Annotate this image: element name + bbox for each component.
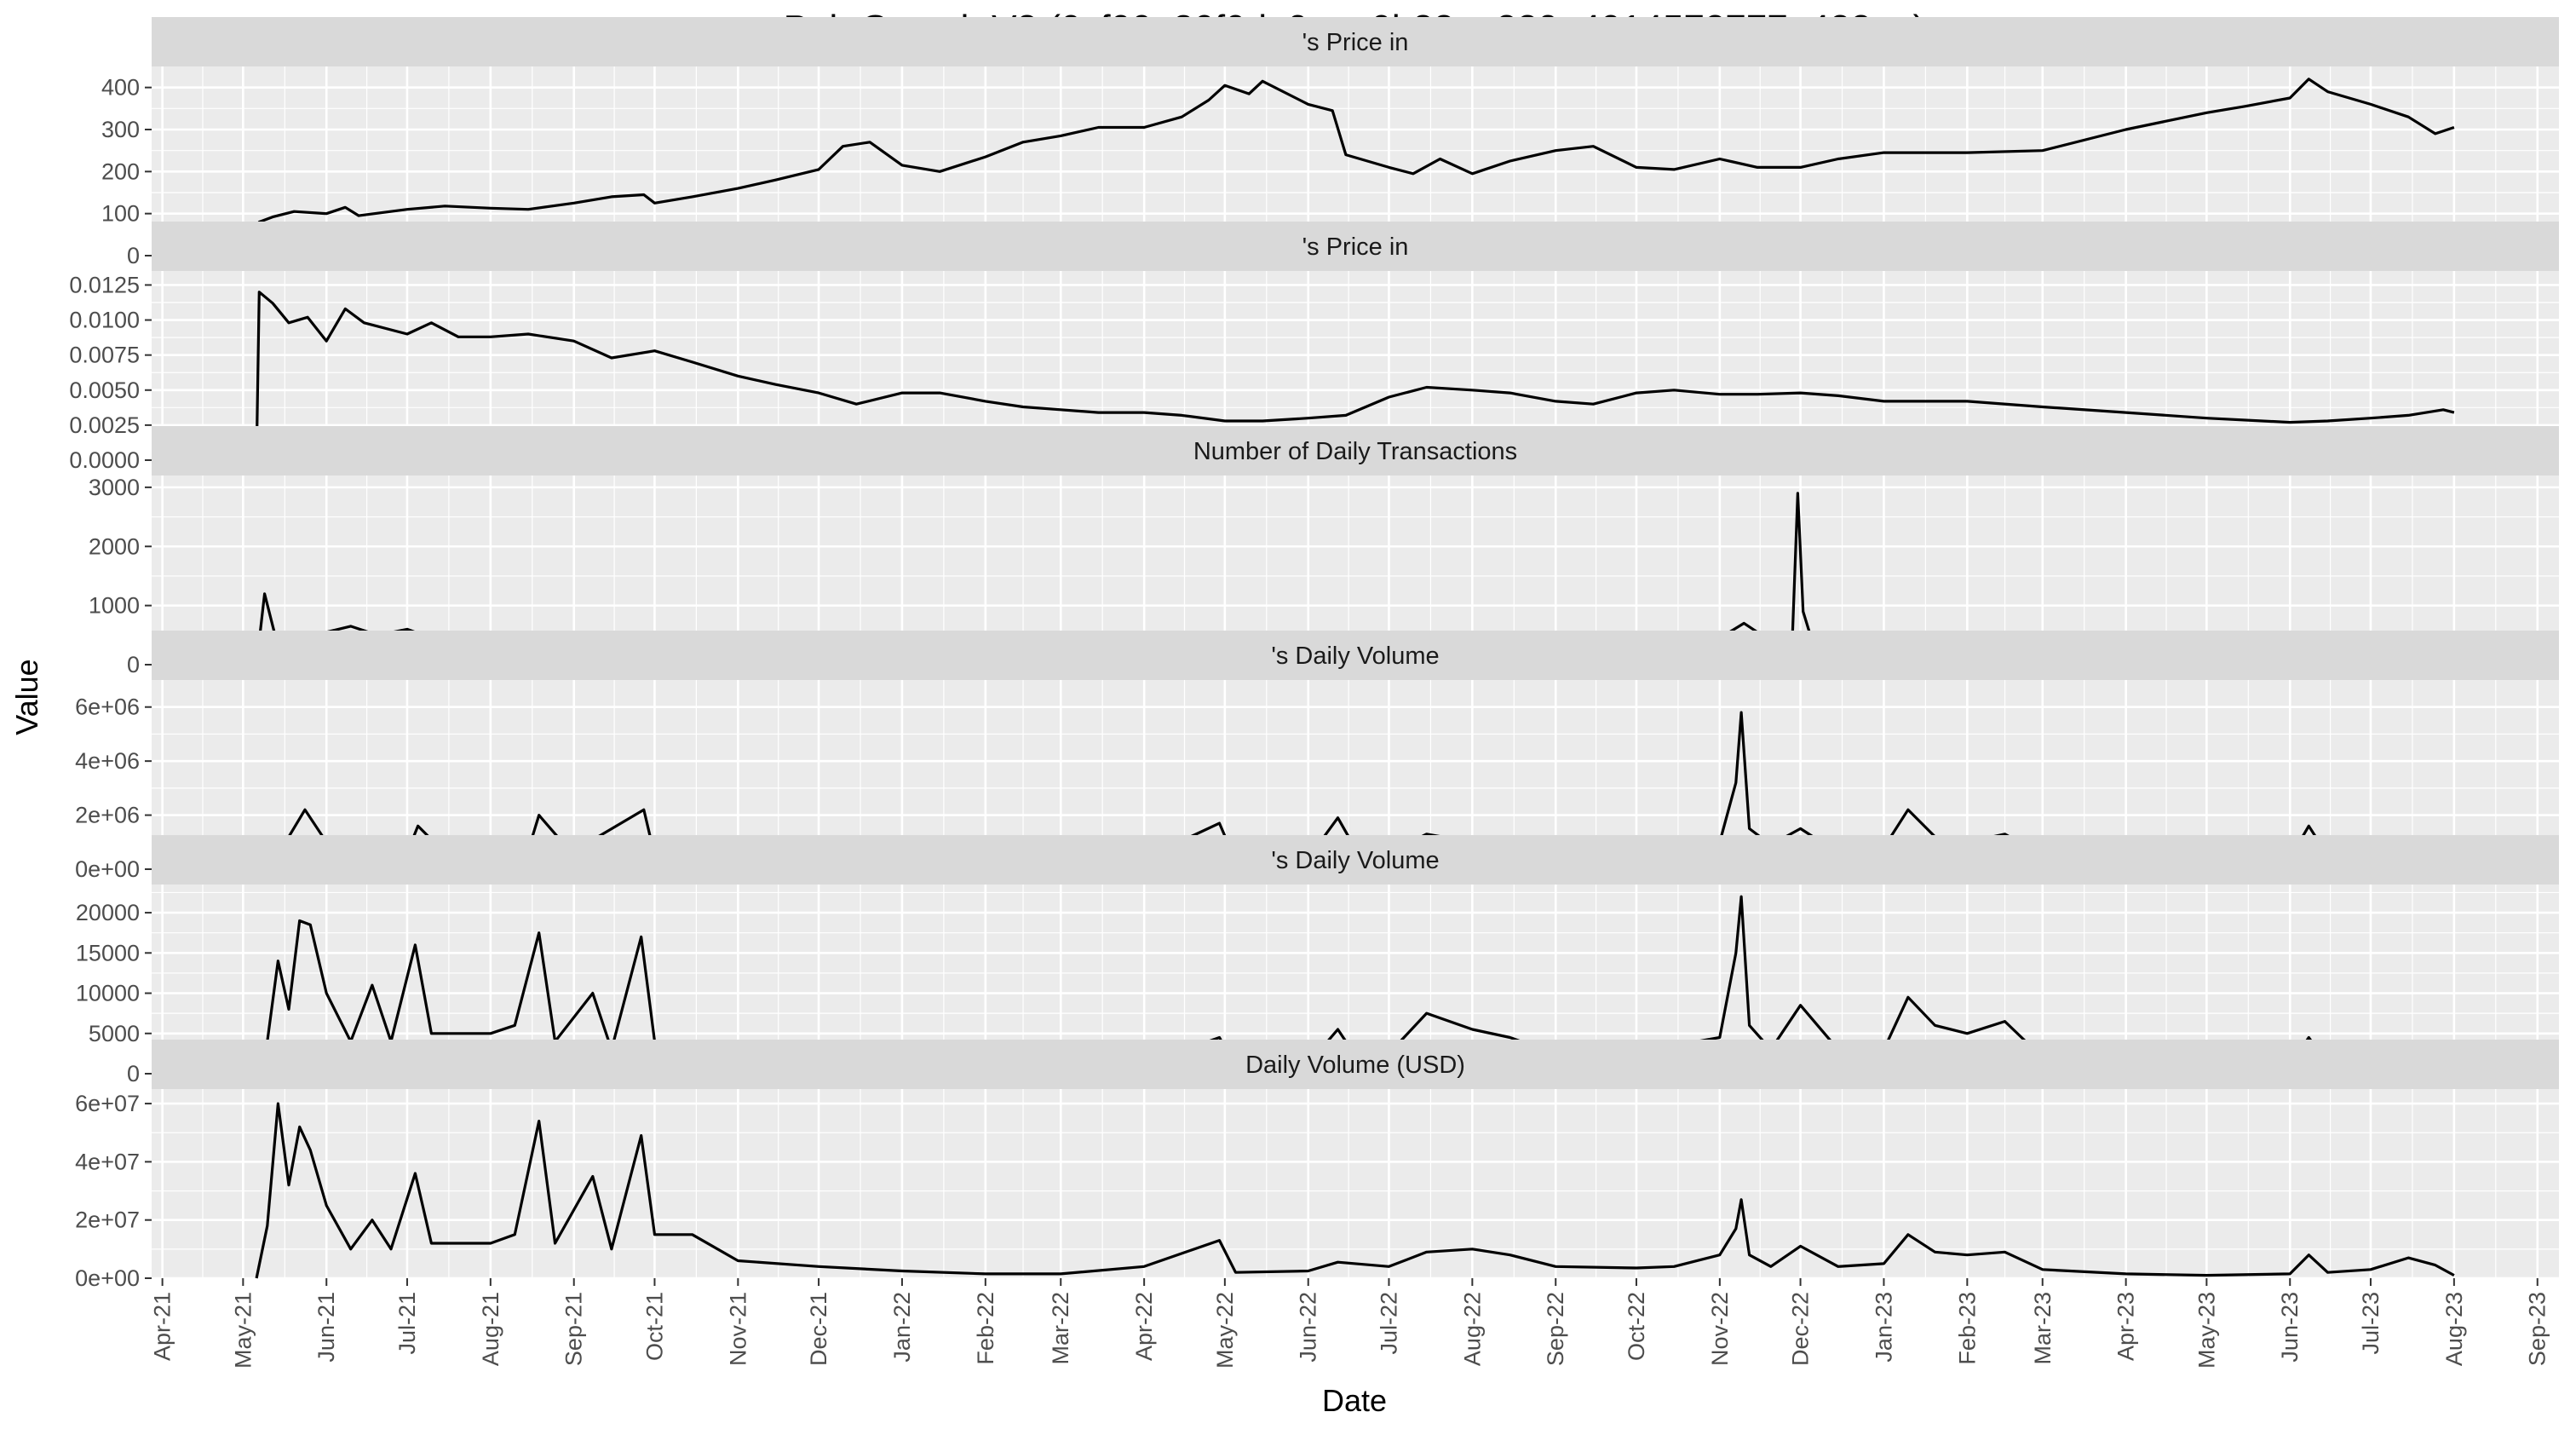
x-tick-label: Sep-22 xyxy=(1543,1292,1568,1366)
x-tick-label: Mar-22 xyxy=(1048,1292,1073,1365)
y-tick-label: 300 xyxy=(101,117,140,142)
x-tick-label: Dec-22 xyxy=(1788,1292,1814,1366)
y-axis-title: Value xyxy=(9,659,44,735)
y-tick-label: 0e+00 xyxy=(75,856,140,882)
y-tick-label: 3000 xyxy=(89,475,140,500)
y-tick-label: 0.0000 xyxy=(69,447,140,473)
facet-strip xyxy=(152,1040,2559,1089)
facet-panels: 's Price in 0 100 200 300 400 's Price in 0.000… xyxy=(69,17,2559,1291)
x-tick-label: Aug-22 xyxy=(1459,1292,1485,1366)
x-tick-label: May-21 xyxy=(230,1292,256,1369)
x-tick-label: May-22 xyxy=(1212,1292,1238,1369)
x-tick-label: Mar-23 xyxy=(2030,1292,2056,1365)
facet-strip xyxy=(152,426,2559,475)
x-tick-label: Jan-22 xyxy=(889,1292,915,1363)
y-tick-label: 15000 xyxy=(76,940,140,965)
x-tick-label: Jul-21 xyxy=(394,1292,420,1355)
y-tick-label: 2000 xyxy=(89,533,140,559)
x-tick-label: Jun-22 xyxy=(1296,1292,1321,1363)
series-line xyxy=(255,1102,2455,1279)
facet-strip xyxy=(152,631,2559,680)
x-tick-label: Jan-23 xyxy=(1872,1292,1897,1363)
x-axis-title: Date xyxy=(1322,1383,1387,1418)
y-tick-label: 0.0125 xyxy=(69,272,140,297)
y-tick-label: 0.0050 xyxy=(69,377,140,403)
y-tick-label: 100 xyxy=(101,201,140,227)
y-tick-label: 4e+06 xyxy=(75,748,140,774)
y-tick-label: 10000 xyxy=(76,981,140,1006)
y-tick-label: 5000 xyxy=(89,1021,140,1046)
series-line xyxy=(255,78,2455,256)
y-tick-label: 0 xyxy=(127,1061,140,1086)
facet-panel: Daily Volume (USD) 0e+00 2e+07 4e+07 6e+07 xyxy=(75,1040,2559,1291)
facet-strip-label: 's Daily Volume xyxy=(1271,643,1439,670)
x-tick-label: Aug-23 xyxy=(2441,1292,2467,1366)
x-tick-label: Oct-21 xyxy=(642,1292,668,1361)
x-tick-label: Dec-21 xyxy=(806,1292,831,1366)
x-tick-label: Jul-23 xyxy=(2358,1292,2383,1355)
x-tick-label: Apr-23 xyxy=(2113,1292,2139,1361)
facet-panel: Number of Daily Transactions 0 1000 2000 300… xyxy=(89,426,2559,677)
x-axis: Apr-21 May-21 Jun-21 Jul-21 Aug-21 Sep-21 Oct-… xyxy=(150,1278,2550,1369)
y-tick-label: 1000 xyxy=(89,593,140,619)
series-line xyxy=(255,895,2455,1075)
facet-strip xyxy=(152,222,2559,271)
x-tick-label: Apr-21 xyxy=(150,1292,175,1361)
x-tick-label: May-23 xyxy=(2194,1292,2219,1369)
y-tick-label: 0.0100 xyxy=(69,308,140,333)
y-tick-label: 2e+07 xyxy=(75,1207,140,1233)
series-line xyxy=(255,291,2455,461)
y-tick-label: 20000 xyxy=(76,900,140,925)
y-tick-label: 6e+06 xyxy=(75,694,140,720)
y-tick-label: 0 xyxy=(127,243,140,268)
x-tick-label: Jul-22 xyxy=(1377,1292,1402,1355)
y-tick-label: 200 xyxy=(101,158,140,184)
x-tick-label: Feb-23 xyxy=(1954,1292,1980,1365)
x-tick-label: Jun-23 xyxy=(2277,1292,2303,1363)
y-tick-label: 0.0075 xyxy=(69,343,140,368)
y-tick-label: 0.0025 xyxy=(69,412,140,438)
facet-plot-area xyxy=(152,1089,2559,1278)
x-tick-label: Sep-23 xyxy=(2525,1292,2550,1366)
x-tick-label: Aug-21 xyxy=(478,1292,503,1366)
x-tick-label: Nov-21 xyxy=(725,1292,750,1366)
y-tick-label: 0 xyxy=(127,652,140,677)
facet-strip xyxy=(152,17,2559,66)
y-tick-label: 4e+07 xyxy=(75,1149,140,1174)
facet-strip-label: 's Price in xyxy=(1302,29,1409,56)
x-tick-label: Jun-21 xyxy=(313,1292,339,1363)
x-tick-label: Sep-21 xyxy=(561,1292,587,1366)
x-tick-label: Apr-22 xyxy=(1131,1292,1157,1361)
y-tick-label: 6e+07 xyxy=(75,1091,140,1116)
facet-strip-label: Daily Volume (USD) xyxy=(1245,1052,1465,1079)
y-tick-label: 400 xyxy=(101,75,140,101)
facet-strip xyxy=(152,835,2559,885)
facet-strip-label: 's Price in xyxy=(1302,233,1409,261)
y-tick-label: 0e+00 xyxy=(75,1265,140,1291)
x-tick-label: Oct-22 xyxy=(1624,1292,1649,1361)
facet-strip-label: 's Daily Volume xyxy=(1271,847,1439,874)
x-tick-label: Nov-22 xyxy=(1707,1292,1733,1366)
y-tick-label: 2e+06 xyxy=(75,803,140,828)
facet-strip-label: Number of Daily Transactions xyxy=(1193,438,1517,465)
x-tick-label: Feb-22 xyxy=(973,1292,998,1365)
